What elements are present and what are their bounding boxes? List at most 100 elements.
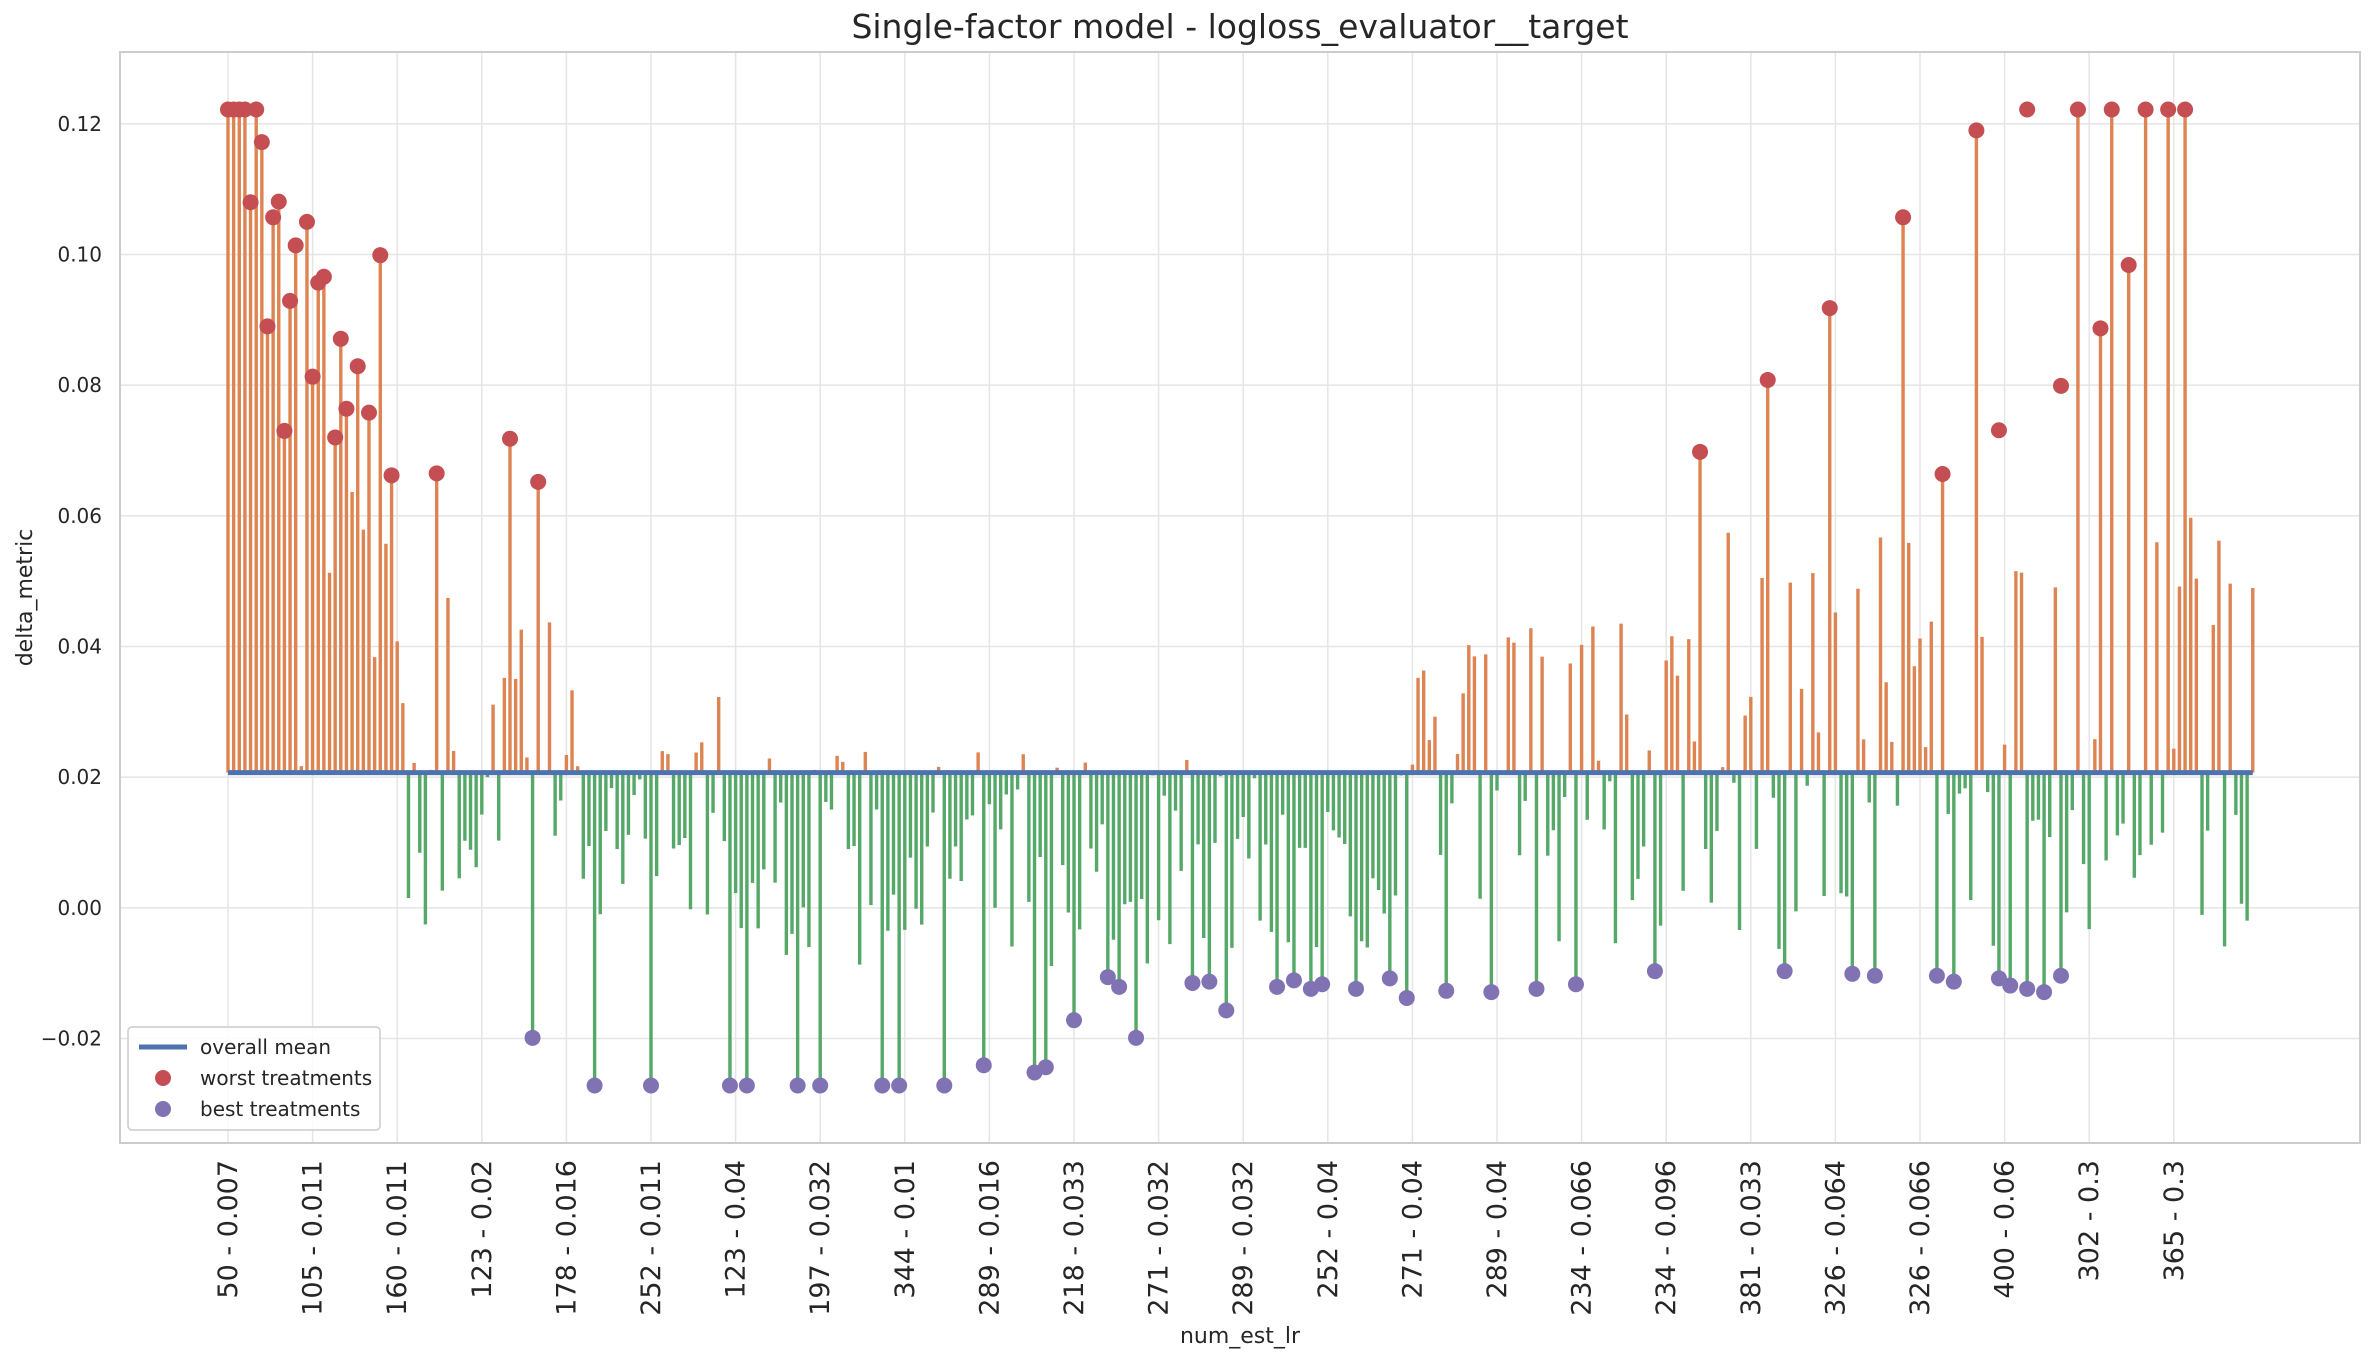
best-treatment-point (2053, 967, 2069, 984)
worst-treatment-point (2103, 101, 2120, 118)
best-treatment-point (812, 1077, 829, 1094)
bars (226, 109, 2255, 1086)
y-tick-label: 0.00 (57, 896, 102, 920)
worst-treatment-point (2092, 320, 2109, 337)
y-axis-label: delta_metric (13, 529, 38, 667)
y-tick-label: 0.12 (57, 112, 102, 136)
best-treatment-point (1111, 978, 1128, 995)
worst-treatment-point (282, 292, 299, 309)
best-treatment-point (1866, 967, 1883, 984)
x-tick-label: 252 - 0.04 (1313, 1160, 1344, 1299)
x-tick-label: 289 - 0.032 (1228, 1160, 1259, 1316)
y-axis-ticks: −0.02 0.00 0.02 0.04 0.06 0.08 0.10 0.12 (41, 112, 102, 1051)
best-treatment-point (1398, 989, 1415, 1006)
worst-treatment-point (253, 134, 270, 151)
x-tick-label: 381 - 0.033 (1736, 1160, 1767, 1316)
best-treatment-point (586, 1077, 603, 1094)
x-tick-label: 160 - 0.011 (382, 1160, 413, 1316)
x-tick-label: 344 - 0.01 (890, 1160, 921, 1299)
best-treatment-point (1099, 969, 1116, 986)
best-treatment-point (2002, 977, 2019, 994)
best-treatment-point (2019, 980, 2036, 997)
x-tick-label: 105 - 0.011 (298, 1160, 329, 1316)
y-tick-label: 0.06 (57, 504, 102, 528)
x-tick-label: 178 - 0.016 (551, 1160, 582, 1316)
x-axis-label: num_est_lr (1180, 1324, 1301, 1349)
y-tick-label: 0.08 (57, 373, 102, 397)
legend: overall mean worst treatments best treat… (127, 1026, 381, 1131)
x-tick-label: 271 - 0.032 (1144, 1160, 1175, 1316)
worst-treatment-point (1692, 443, 1709, 460)
y-tick-label: 0.02 (57, 765, 102, 789)
legend-worst-treatments-label: worst treatments (200, 1066, 372, 1090)
worst-treatment-point (2069, 101, 2086, 118)
worst-treatment-point (2053, 377, 2069, 394)
best-treatment-point (2036, 984, 2053, 1001)
best-treatment-point (1269, 978, 1286, 995)
legend-box (127, 1026, 381, 1131)
x-tick-label: 50 - 0.007 (213, 1160, 244, 1299)
x-tick-label: 218 - 0.033 (1059, 1160, 1090, 1316)
x-tick-label: 326 - 0.066 (1905, 1160, 1936, 1316)
grid (120, 52, 2360, 1143)
worst-treatment-point (1821, 300, 1838, 317)
x-tick-label: 289 - 0.016 (974, 1160, 1005, 1316)
best-treatment-point (1184, 974, 1201, 991)
worst-treatment-point (1968, 122, 1985, 139)
best-treatment-point (1381, 970, 1398, 987)
worst-treatment-point (276, 422, 293, 439)
plot-frame (119, 51, 2361, 1144)
best-treatment-point (891, 1077, 908, 1094)
worst-treatment-point (530, 473, 547, 490)
best-treatment-point (1128, 1029, 1145, 1046)
best-treatment-point (874, 1077, 891, 1094)
x-tick-label: 123 - 0.04 (721, 1160, 752, 1299)
x-tick-label: 252 - 0.011 (636, 1160, 667, 1316)
best-treatment-point (1285, 972, 1302, 989)
best-treatment-point (738, 1077, 755, 1094)
worst-treatment-point (372, 247, 389, 264)
worst-treatment-point (502, 430, 518, 447)
best-treatment-point (1348, 980, 1364, 997)
legend-overall-mean-label: overall mean (200, 1035, 331, 1059)
x-tick-label: 123 - 0.02 (467, 1160, 498, 1299)
worst-treatment-point (2137, 101, 2154, 118)
worst-treatment-point (2160, 101, 2177, 118)
chart-title: Single-factor model - logloss_evaluator_… (851, 7, 1628, 46)
legend-best-treatments-swatch (155, 1101, 171, 1117)
best-treatment-point (1528, 980, 1545, 997)
worst-treatment-point (298, 213, 315, 230)
legend-worst-treatments-swatch (155, 1070, 171, 1086)
best-treatment-point (789, 1077, 806, 1094)
worst-treatment-point (265, 209, 282, 226)
best-treatment-point (1928, 967, 1945, 984)
best-treatment-point (721, 1077, 738, 1094)
x-tick-label: 234 - 0.096 (1651, 1160, 1682, 1316)
worst-treatment-point (428, 465, 445, 482)
best-treatment-point (1567, 976, 1584, 993)
best-treatment-point (1037, 1059, 1054, 1076)
best-treatment-point (975, 1057, 992, 1074)
x-tick-label: 271 - 0.04 (1397, 1160, 1428, 1299)
x-tick-label: 302 - 0.3 (2074, 1160, 2105, 1281)
worst-treatment-point (383, 467, 400, 484)
worst-treatment-point (1895, 209, 1912, 226)
best-treatment-point (1945, 973, 1962, 990)
best-treatment-point (1314, 976, 1331, 993)
worst-treatment-point (270, 193, 287, 210)
worst-treatment-point (332, 330, 349, 347)
x-tick-label: 289 - 0.04 (1482, 1160, 1513, 1299)
worst-treatment-point (315, 268, 332, 285)
best-treatment-point (643, 1077, 659, 1094)
best-treatment-point (1646, 963, 1663, 980)
worst-treatment-point (1934, 466, 1951, 483)
legend-best-treatments-label: best treatments (200, 1097, 360, 1121)
x-tick-label: 197 - 0.032 (805, 1160, 836, 1316)
worst-treatment-point (2177, 101, 2194, 118)
best-treatment-point (936, 1077, 953, 1094)
worst-treatment-point (259, 318, 276, 335)
worst-treatment-point (248, 101, 265, 118)
y-tick-label: −0.02 (41, 1026, 102, 1050)
treatment-points (220, 101, 2194, 1094)
best-treatment-point (1844, 965, 1861, 982)
